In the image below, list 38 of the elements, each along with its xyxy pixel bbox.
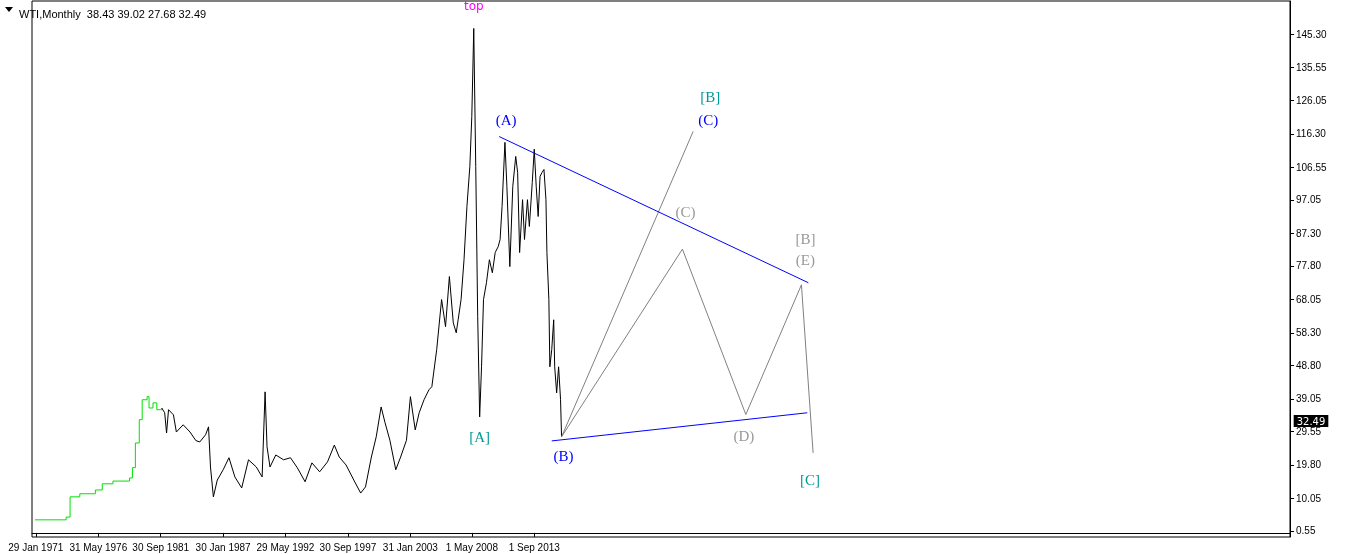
- x-tick-label: 1 May 2008: [445, 541, 499, 553]
- y-tick-label: 106.55: [1296, 161, 1328, 173]
- y-tick-label: 126.05: [1296, 94, 1328, 106]
- text: 32.49: [1296, 415, 1326, 427]
- x-tick-label: 29 May 1992: [256, 541, 315, 553]
- y-tick-label: 145.30: [1296, 28, 1328, 40]
- annotation: [B]: [700, 89, 721, 106]
- annotation: (D): [733, 428, 755, 446]
- y-tick-label: 19.80: [1296, 459, 1322, 471]
- annotation: top: [463, 0, 484, 14]
- annotation: [A]: [469, 428, 491, 445]
- y-tick-label: 29.55: [1296, 425, 1322, 437]
- y-tick-label: 68.05: [1296, 293, 1322, 305]
- annotation: (C): [675, 204, 696, 222]
- y-tick-label: 135.55: [1296, 62, 1328, 74]
- y-tick-label: 58.30: [1296, 327, 1322, 339]
- y-tick-label: 48.80: [1296, 359, 1322, 371]
- x-tick-label: 30 Sep 1981: [132, 541, 190, 553]
- y-tick-label: 97.05: [1296, 194, 1322, 206]
- x-tick-label: 31 May 1976: [69, 541, 128, 553]
- annotation: (A): [495, 111, 517, 129]
- annotation: [C]: [800, 471, 821, 488]
- y-tick-label: 77.80: [1296, 260, 1322, 272]
- x-tick-label: 30 Jan 1987: [195, 541, 252, 553]
- x-tick-label: 30 Sep 1997: [319, 541, 377, 553]
- y-tick-label: 39.05: [1296, 393, 1322, 405]
- y-tick-label: 10.05: [1296, 492, 1322, 504]
- annotation: (B): [553, 447, 574, 465]
- annotation: (C): [698, 112, 719, 130]
- y-tick-label: 116.30: [1296, 128, 1327, 140]
- x-tick-label: 29 Jan 1971: [8, 541, 64, 553]
- y-tick-label: 0.55: [1296, 525, 1316, 537]
- annotation: (E): [795, 251, 816, 269]
- x-tick-label: 1 Sep 2013: [508, 541, 561, 553]
- y-tick-label: 87.30: [1296, 227, 1322, 239]
- text: WTI,Monthly 38.43 39.02 27.68 32.49: [19, 7, 207, 20]
- annotation: [B]: [795, 230, 816, 247]
- x-tick-label: 31 Jan 2003: [382, 541, 439, 553]
